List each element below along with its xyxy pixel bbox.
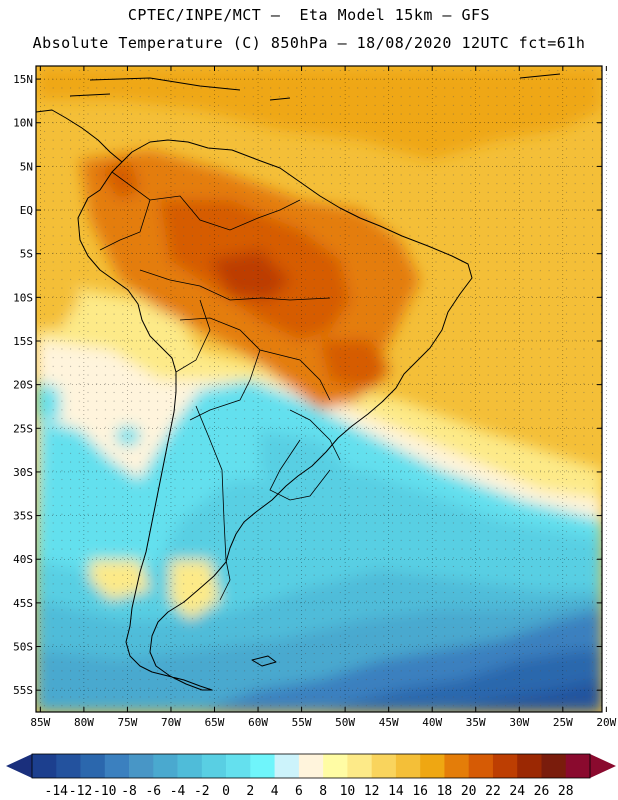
- colorbar-swatch: [226, 754, 251, 778]
- falkland-islands: [251, 655, 277, 667]
- lat-label: 10S: [13, 291, 33, 304]
- lon-label: 65W: [205, 716, 225, 729]
- colorbar-swatch: [32, 754, 57, 778]
- temperature-field: [36, 66, 602, 712]
- colorbar-label: 20: [461, 784, 477, 799]
- colorbar-under-arrow: [6, 754, 32, 778]
- colorbar-swatch: [492, 754, 518, 778]
- coastlines: [36, 73, 561, 691]
- colorbar-swatch: [80, 754, 106, 778]
- lon-label: 55W: [292, 716, 312, 729]
- colorbar-over-arrow: [590, 754, 616, 778]
- lat-label: EQ: [20, 204, 33, 217]
- colorbar-label: -4: [170, 784, 186, 799]
- lon-label: 75W: [117, 716, 137, 729]
- lat-label: 5N: [20, 160, 33, 173]
- colorbar-swatch: [201, 754, 227, 778]
- lon-label: 85W: [30, 716, 50, 729]
- colorbar-label: 12: [364, 784, 380, 799]
- colorbar-swatch: [565, 754, 591, 778]
- lat-label: 15N: [13, 73, 33, 86]
- colorbar-swatch: [468, 754, 494, 778]
- lat-label: 20S: [13, 379, 33, 392]
- colorbar-label: 10: [340, 784, 356, 799]
- lon-label: 35W: [466, 716, 486, 729]
- colorbar-label: 2: [246, 784, 254, 799]
- lon-label: 60W: [248, 716, 268, 729]
- colorbar-swatch: [298, 754, 324, 778]
- colorbar-swatch: [56, 754, 81, 778]
- lon-label: 80W: [74, 716, 94, 729]
- caribbean-islands: [69, 73, 561, 101]
- lat-label: 55S: [13, 684, 33, 697]
- colorbar-swatch: [371, 754, 397, 778]
- colorbar-label: 18: [437, 784, 453, 799]
- colorbar-label: 4: [271, 784, 279, 799]
- lon-label: 45W: [379, 716, 399, 729]
- lon-label: 40W: [422, 716, 442, 729]
- south-america-coastline: [77, 139, 473, 691]
- lat-label: 15S: [13, 335, 33, 348]
- colorbar-swatch: [274, 754, 300, 778]
- lat-label: 40S: [13, 553, 33, 566]
- lat-label: 25S: [13, 422, 33, 435]
- colorbar-swatch: [444, 754, 469, 778]
- colorbar-label: 16: [412, 784, 428, 799]
- colorbar-label: -8: [121, 784, 137, 799]
- lat-label: 35S: [13, 510, 33, 523]
- lat-label: 50S: [13, 641, 33, 654]
- colorbar-label: -12: [69, 784, 92, 799]
- lon-axis: 85W 80W 75W 70W 65W 60W 55W 50W 45W 40W 35W 30W 25W 2…: [30, 66, 617, 729]
- colorbar-swatch: [177, 754, 203, 778]
- colorbar-label: -6: [145, 784, 161, 799]
- colorbar-label: -10: [93, 784, 116, 799]
- central-america-coast: [36, 109, 123, 163]
- lon-label: 50W: [335, 716, 355, 729]
- colorbar-swatch: [541, 754, 567, 778]
- colorbar-outline: [31, 753, 591, 779]
- header-title-line2: Absolute Temperature (C) 850hPa – 18/08/…: [32, 34, 586, 52]
- country-borders: [99, 171, 341, 601]
- colorbar-label: 0: [222, 784, 230, 799]
- colorbar-label: 6: [295, 784, 303, 799]
- colorbar: -14 -12 -10 -8 -6 -4 -2 0 2 4 6 8 10 12 14 16 18 20 22 24 26…: [6, 753, 616, 799]
- lon-label: 25W: [553, 716, 573, 729]
- lon-label: 30W: [509, 716, 529, 729]
- lat-label: 10N: [13, 117, 33, 130]
- lat-label: 30S: [13, 466, 33, 479]
- colorbar-label: 14: [388, 784, 404, 799]
- header-title-line1: CPTEC/INPE/MCT – Eta Model 15km – GFS: [127, 6, 491, 24]
- map-frame: [35, 65, 603, 713]
- lat-label: 5S: [20, 248, 33, 261]
- colorbar-swatch: [323, 754, 348, 778]
- colorbar-swatch: [395, 754, 421, 778]
- colorbar-swatch: [347, 754, 372, 778]
- colorbar-swatch: [420, 754, 445, 778]
- lon-label: 70W: [161, 716, 181, 729]
- colorbar-swatch: [250, 754, 275, 778]
- colorbar-label: 26: [534, 784, 550, 799]
- colorbar-label: -14: [45, 784, 69, 799]
- colorbar-label: 24: [509, 784, 525, 799]
- lat-label: 45S: [13, 597, 33, 610]
- colorbar-swatch: [129, 754, 154, 778]
- colorbar-label: 8: [319, 784, 327, 799]
- colorbar-swatch: [153, 754, 178, 778]
- colorbar-label: 28: [558, 784, 574, 799]
- lat-axis: 15N 10N 5N EQ 5S 10S 15S 20S 25S 30S 35S 40S 45S 50S 5…: [13, 73, 602, 697]
- colorbar-swatch: [517, 754, 542, 778]
- colorbar-swatch: [104, 754, 130, 778]
- colorbar-label: 22: [485, 784, 501, 799]
- colorbar-label: -2: [194, 784, 210, 799]
- lon-label: 20W: [596, 716, 616, 729]
